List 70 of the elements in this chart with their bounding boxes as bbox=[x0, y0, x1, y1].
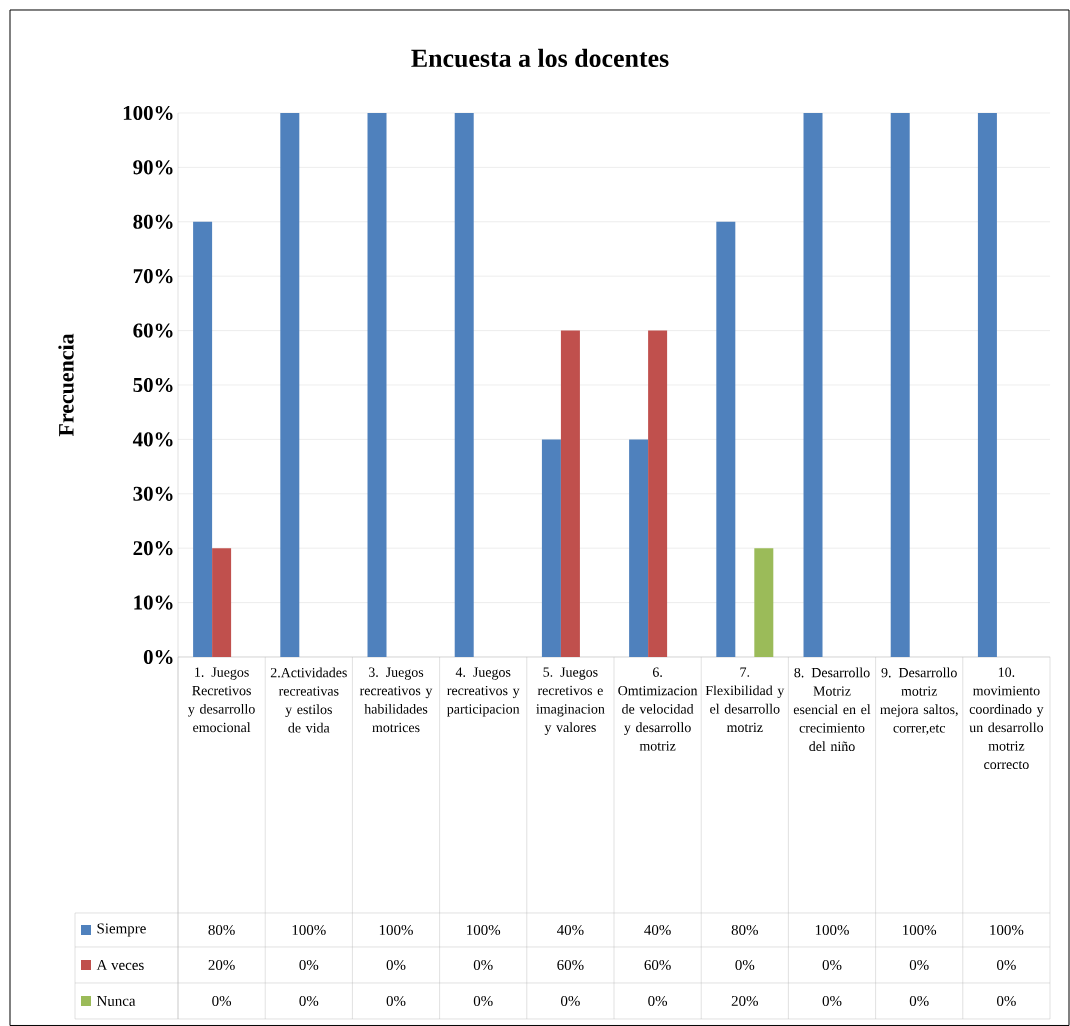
data-label: 0% bbox=[909, 995, 929, 1007]
x-tick-label: 8. Desarrollo Motriz esencial en el crecimiento del niño bbox=[793, 667, 871, 752]
bar bbox=[193, 221, 213, 657]
x-tick-label: 4. Juegos recreativos y participacion bbox=[447, 667, 520, 717]
data-label: 0% bbox=[299, 959, 319, 971]
legend-label: A veces bbox=[96, 959, 144, 970]
data-label: 0% bbox=[386, 995, 406, 1007]
x-tick-label: 6. Omtimizacion de velocidad y desarrollo motriz bbox=[618, 667, 698, 751]
x-tick-label: 3. Juegos recreativos y habilidades motrices bbox=[359, 667, 433, 733]
data-label: 100% bbox=[903, 924, 937, 936]
data-label: 20% bbox=[208, 959, 235, 971]
bar bbox=[560, 330, 580, 657]
bar bbox=[977, 112, 997, 657]
x-tick-label: 2.Actividades recreativas y estilos de vida bbox=[270, 667, 347, 733]
data-label: 0% bbox=[386, 959, 406, 971]
bar bbox=[803, 112, 823, 657]
data-label: 0% bbox=[997, 995, 1016, 1007]
bar bbox=[890, 112, 910, 657]
data-label: 80% bbox=[731, 924, 758, 936]
legend-label: Nunca bbox=[96, 996, 136, 1006]
data-label: 40% bbox=[644, 924, 671, 936]
x-tick-label: 9. Desarrollo motriz mejora saltos, correr,etc bbox=[880, 667, 958, 735]
data-label: 0% bbox=[561, 995, 580, 1007]
bar bbox=[716, 221, 736, 657]
x-tick-label: 5. Juegos recretivos e imaginacion y valores bbox=[536, 667, 605, 735]
y-tick-label: 90% bbox=[133, 160, 173, 175]
data-label: 20% bbox=[731, 995, 758, 1007]
data-label: 0% bbox=[299, 995, 319, 1007]
bar bbox=[754, 548, 774, 657]
x-tick-label: 10. movimiento coordinado y un desarrollo motriz correcto bbox=[969, 667, 1044, 770]
bar bbox=[629, 439, 649, 657]
y-tick-label: 30% bbox=[133, 486, 173, 501]
y-axis-title: Frecuencia bbox=[58, 333, 74, 437]
data-label: 100% bbox=[815, 924, 849, 936]
x-tick-label: 7. Flexibilidad y el desarrollo motriz bbox=[705, 667, 785, 733]
data-label: 100% bbox=[292, 924, 326, 936]
chart-title: Encuesta a los docentes bbox=[411, 48, 669, 68]
x-tick-label: 1. Juegos Recretivos y desarrollo emocional bbox=[188, 667, 255, 733]
legend-label: Siempre bbox=[97, 923, 146, 937]
y-tick-label: 70% bbox=[133, 269, 173, 284]
y-tick-label: 20% bbox=[133, 541, 173, 556]
y-tick-label: 100% bbox=[123, 105, 173, 121]
bar bbox=[280, 112, 300, 657]
bar bbox=[367, 112, 387, 657]
data-label: 0% bbox=[909, 959, 929, 971]
y-tick-label: 0% bbox=[143, 649, 173, 665]
data-label: 0% bbox=[473, 959, 493, 971]
data-label: 60% bbox=[644, 959, 671, 971]
data-label: 40% bbox=[557, 924, 584, 936]
data-label: 0% bbox=[997, 959, 1016, 971]
bar bbox=[648, 330, 668, 657]
bar bbox=[541, 439, 561, 657]
y-tick-label: 80% bbox=[133, 214, 173, 229]
bar bbox=[212, 548, 232, 657]
data-label: 0% bbox=[212, 995, 232, 1007]
data-label: 0% bbox=[735, 959, 755, 971]
bar bbox=[454, 112, 474, 657]
data-label: 80% bbox=[208, 924, 235, 936]
data-label: 0% bbox=[648, 995, 668, 1007]
data-label: 0% bbox=[473, 995, 493, 1007]
data-label: 0% bbox=[822, 959, 842, 971]
data-label: 0% bbox=[822, 995, 842, 1007]
y-tick-label: 60% bbox=[133, 323, 173, 338]
data-label: 100% bbox=[990, 924, 1024, 936]
data-label: 100% bbox=[467, 924, 501, 936]
y-tick-label: 10% bbox=[134, 595, 173, 610]
data-label: 60% bbox=[557, 959, 584, 971]
y-tick-label: 50% bbox=[133, 377, 173, 393]
y-tick-label: 40% bbox=[132, 432, 173, 447]
data-label: 100% bbox=[379, 924, 413, 936]
